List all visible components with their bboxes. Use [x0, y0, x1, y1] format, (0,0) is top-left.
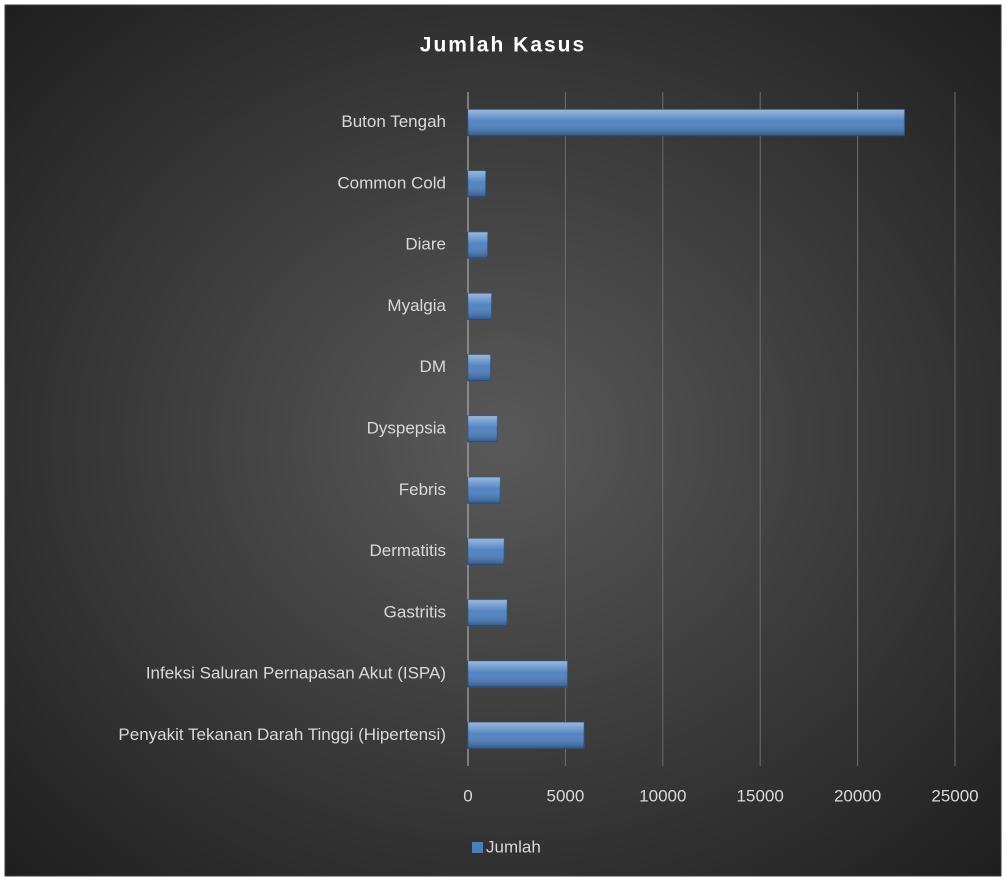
y-tick-label: Common Cold [337, 173, 446, 192]
x-tick-label: 25000 [931, 786, 978, 805]
y-tick-label: Myalgia [387, 296, 446, 315]
bar-shine [468, 538, 505, 565]
y-tick-label: Dermatitis [369, 541, 446, 560]
legend-swatch [472, 842, 483, 853]
bar-shine [468, 293, 492, 320]
bar-shine [468, 109, 905, 136]
bar-shine [468, 477, 501, 504]
y-tick-label: DM [420, 357, 446, 376]
bar-shine [468, 599, 507, 626]
y-tick-label: Penyakit Tekanan Darah Tinggi (Hipertens… [118, 725, 446, 744]
bar-shine [468, 722, 584, 749]
y-tick-label: Diare [405, 235, 446, 254]
x-tick-label: 20000 [834, 786, 881, 805]
bar-shine [468, 232, 488, 259]
y-tick-label: Febris [399, 480, 446, 499]
chart-title: Jumlah Kasus [420, 34, 586, 57]
x-tick-label: 5000 [546, 786, 584, 805]
legend-label: Jumlah [486, 837, 541, 856]
bar-shine [468, 416, 498, 442]
y-tick-label: Dyspepsia [367, 418, 447, 437]
x-tick-label: 0 [463, 786, 472, 805]
y-tick-label: Gastritis [384, 602, 446, 621]
y-tick-label: Buton Tengah [341, 112, 446, 131]
x-tick-label: 10000 [639, 786, 686, 805]
bar-shine [468, 170, 486, 197]
bar-shine [468, 354, 491, 381]
bar-shine [468, 661, 568, 688]
y-tick-label: Infeksi Saluran Pernapasan Akut (ISPA) [146, 664, 446, 683]
x-tick-label: 15000 [737, 786, 784, 805]
